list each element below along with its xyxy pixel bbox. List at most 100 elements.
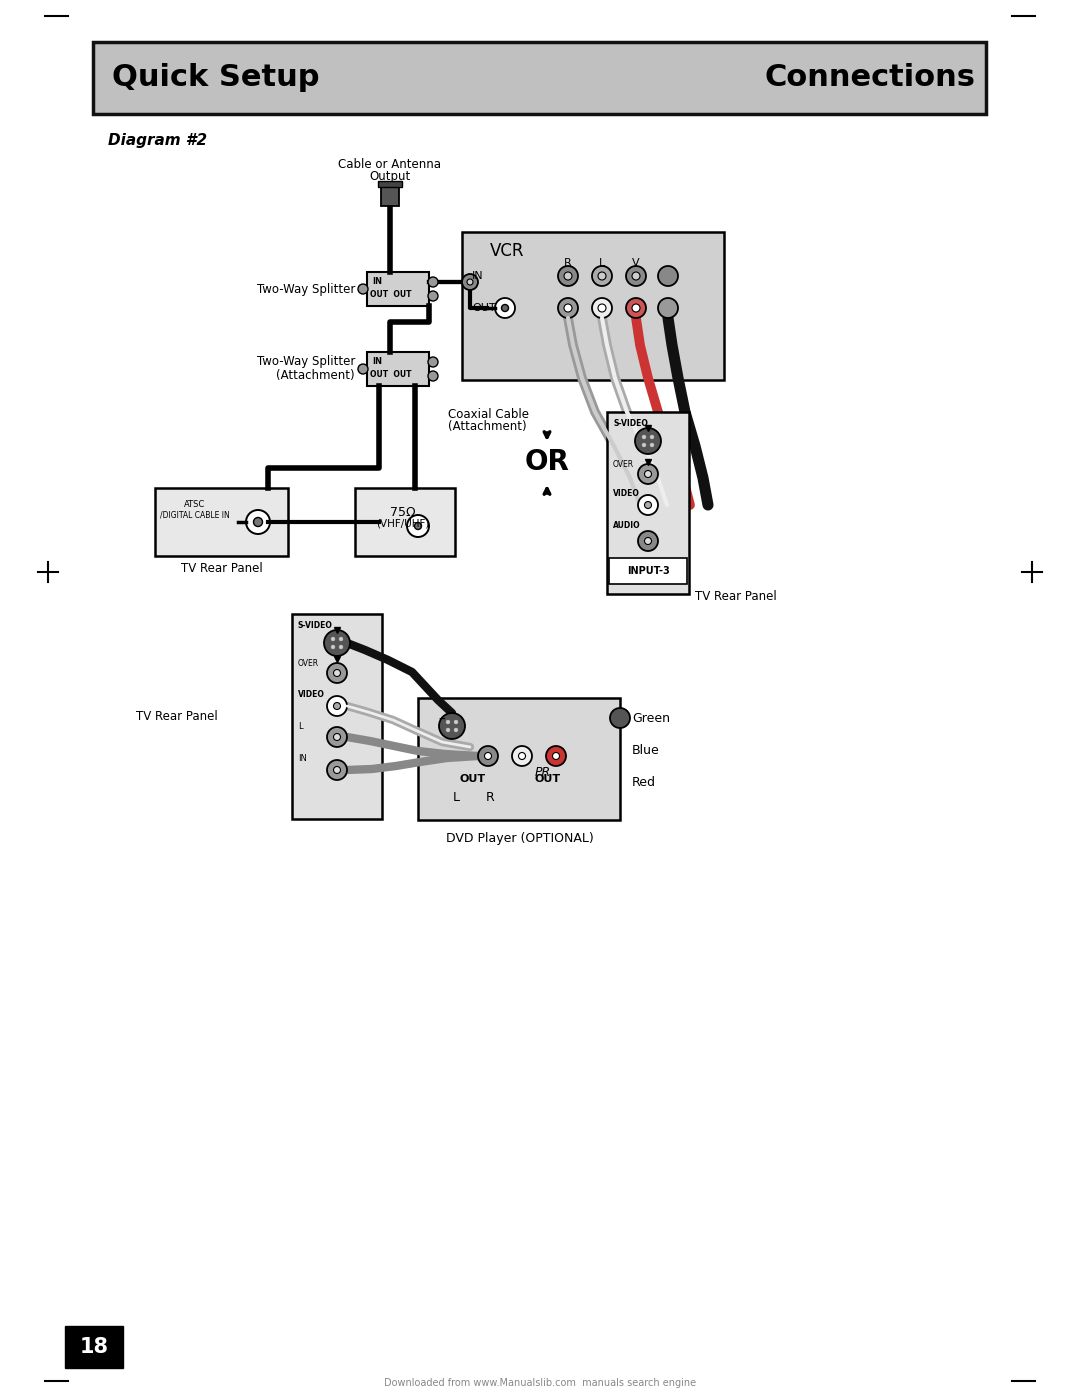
Text: VCR: VCR	[490, 242, 525, 260]
Circle shape	[558, 265, 578, 286]
Circle shape	[327, 664, 347, 683]
Text: PR: PR	[535, 766, 551, 780]
Circle shape	[455, 721, 458, 724]
Circle shape	[643, 443, 646, 447]
Text: 75Ω: 75Ω	[390, 506, 416, 520]
Circle shape	[339, 645, 342, 648]
Circle shape	[254, 517, 262, 527]
Bar	[156, 488, 288, 556]
Text: OVER: OVER	[613, 460, 634, 469]
Circle shape	[553, 753, 559, 760]
Circle shape	[635, 427, 661, 454]
Bar	[65, 1326, 123, 1368]
Circle shape	[324, 630, 350, 657]
Circle shape	[446, 728, 449, 732]
Text: (Attachment): (Attachment)	[448, 420, 527, 433]
Circle shape	[564, 272, 572, 279]
Circle shape	[246, 510, 270, 534]
Text: S-VIDEO: S-VIDEO	[613, 419, 648, 427]
Circle shape	[638, 531, 658, 550]
Text: OUT: OUT	[535, 774, 562, 784]
Bar	[355, 488, 455, 556]
Text: Connections: Connections	[764, 63, 975, 92]
Text: TV Rear Panel: TV Rear Panel	[696, 590, 777, 604]
Bar	[292, 615, 382, 819]
Circle shape	[357, 365, 368, 374]
Text: Two-Way Splitter: Two-Way Splitter	[257, 355, 355, 369]
Circle shape	[428, 291, 438, 300]
Text: L: L	[599, 258, 605, 268]
Text: R: R	[486, 791, 495, 805]
Text: –: –	[438, 712, 445, 726]
Circle shape	[650, 443, 653, 447]
Text: OR: OR	[525, 448, 569, 476]
Text: VIDEO: VIDEO	[613, 489, 639, 497]
Text: R: R	[564, 258, 572, 268]
Circle shape	[428, 372, 438, 381]
Circle shape	[462, 274, 478, 291]
Text: OUT: OUT	[460, 774, 486, 784]
Circle shape	[501, 305, 509, 312]
Circle shape	[334, 669, 340, 676]
Circle shape	[332, 637, 335, 641]
Circle shape	[407, 515, 429, 536]
Text: DVD Player (OPTIONAL): DVD Player (OPTIONAL)	[446, 833, 594, 845]
Text: 18: 18	[80, 1337, 108, 1356]
Text: OVER: OVER	[298, 659, 319, 668]
Circle shape	[645, 502, 651, 509]
Circle shape	[334, 767, 340, 774]
Circle shape	[357, 284, 368, 293]
Circle shape	[428, 277, 438, 286]
Text: INPUT-3: INPUT-3	[626, 566, 670, 576]
Text: AUDIO: AUDIO	[613, 521, 640, 529]
Text: OUT: OUT	[472, 303, 496, 313]
Text: IN: IN	[472, 271, 484, 281]
Circle shape	[626, 265, 646, 286]
Circle shape	[518, 753, 526, 760]
Bar	[418, 698, 620, 820]
Text: IN: IN	[372, 358, 382, 366]
Text: ATSC: ATSC	[185, 500, 205, 509]
Bar	[367, 352, 429, 386]
Circle shape	[334, 733, 340, 740]
Bar	[367, 272, 429, 306]
Text: Quick Setup: Quick Setup	[112, 63, 320, 92]
Circle shape	[598, 272, 606, 279]
Circle shape	[638, 464, 658, 483]
Circle shape	[564, 305, 572, 312]
Bar	[93, 42, 986, 115]
Text: Blue: Blue	[632, 743, 660, 757]
Circle shape	[643, 436, 646, 439]
Circle shape	[339, 637, 342, 641]
Circle shape	[485, 753, 491, 760]
Circle shape	[446, 721, 449, 724]
Circle shape	[658, 298, 678, 319]
Text: Output: Output	[369, 170, 410, 183]
Circle shape	[327, 760, 347, 780]
Circle shape	[650, 436, 653, 439]
Circle shape	[558, 298, 578, 319]
Circle shape	[334, 703, 340, 710]
Text: IN: IN	[298, 754, 307, 763]
Circle shape	[610, 708, 630, 728]
Circle shape	[592, 298, 612, 319]
Text: /DIGITAL CABLE IN: /DIGITAL CABLE IN	[160, 510, 230, 520]
Text: Downloaded from www.Manualslib.com  manuals search engine: Downloaded from www.Manualslib.com manua…	[383, 1377, 697, 1389]
Circle shape	[638, 495, 658, 515]
Circle shape	[438, 712, 465, 739]
Circle shape	[645, 538, 651, 545]
Text: V: V	[632, 258, 639, 268]
Text: (VHF/UHF): (VHF/UHF)	[376, 518, 430, 528]
Circle shape	[546, 746, 566, 766]
Text: TV Rear Panel: TV Rear Panel	[181, 562, 262, 576]
Circle shape	[455, 728, 458, 732]
Circle shape	[632, 272, 640, 279]
Text: VIDEO: VIDEO	[298, 690, 325, 698]
Text: Cable or Antenna: Cable or Antenna	[338, 158, 442, 170]
Circle shape	[512, 746, 532, 766]
Bar	[607, 412, 689, 594]
Text: OUT  OUT: OUT OUT	[370, 291, 411, 299]
Circle shape	[327, 696, 347, 717]
Circle shape	[415, 522, 421, 529]
Text: Green: Green	[632, 711, 670, 725]
